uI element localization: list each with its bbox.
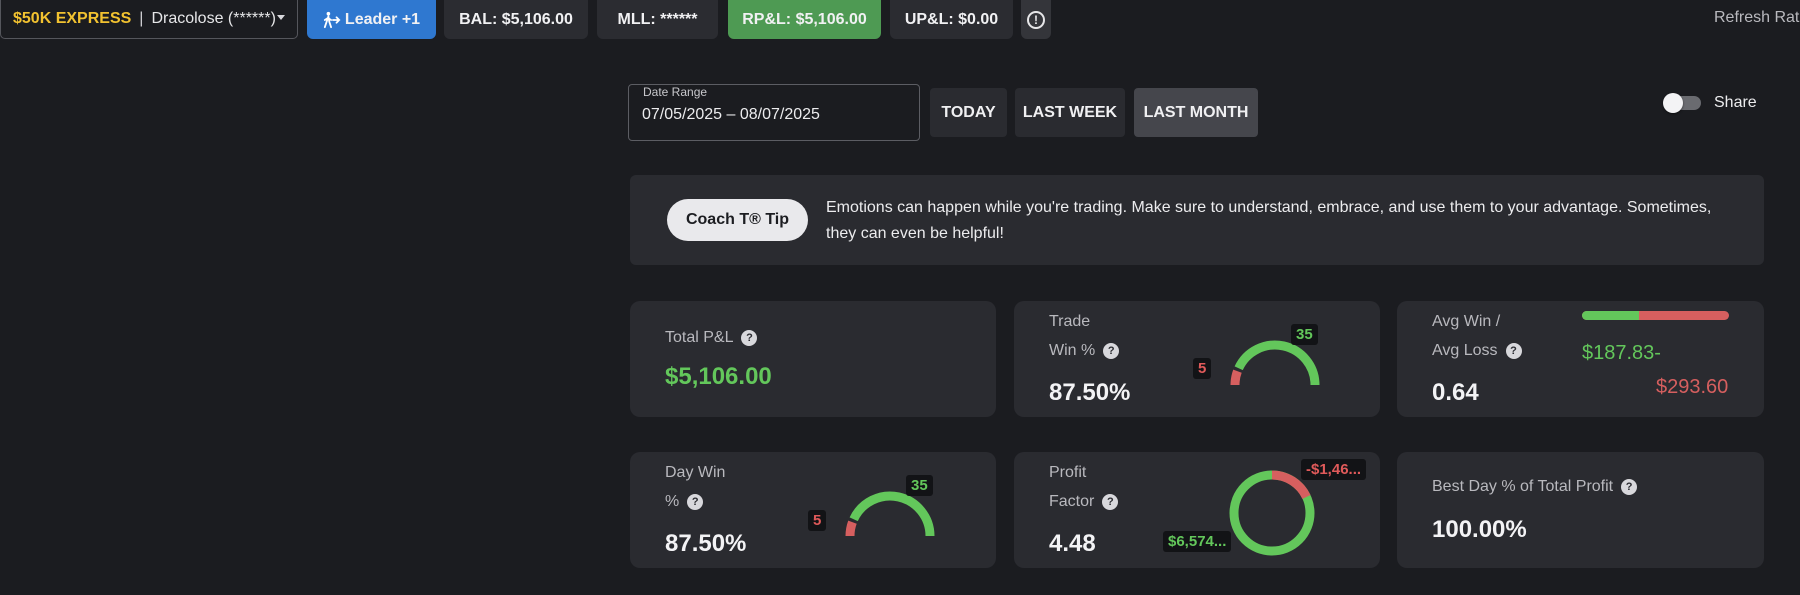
date-range-label: Date Range bbox=[641, 85, 710, 99]
day-win-card: Day Win %? 87.50% 5 35 bbox=[630, 452, 996, 568]
question-circle-icon[interactable]: ? bbox=[741, 329, 758, 346]
avg-win-loss-label-line2: Avg Loss bbox=[1432, 342, 1498, 359]
today-button[interactable]: TODAY bbox=[930, 88, 1007, 137]
account-selector[interactable]: $50K EXPRESS | Dracolose (******) bbox=[0, 0, 298, 39]
avg-win-loss-bar bbox=[1582, 311, 1729, 320]
avg-loss-amount: $293.60 bbox=[1656, 376, 1729, 398]
best-day-label-row: Best Day % of Total Profit? bbox=[1432, 472, 1638, 501]
day-win-label-line2: % bbox=[665, 493, 680, 510]
best-day-label: Best Day % of Total Profit bbox=[1432, 478, 1614, 495]
question-circle-icon[interactable]: ? bbox=[1102, 493, 1119, 510]
total-pnl-card: Total P&L? $5,106.00 bbox=[630, 301, 996, 417]
share-toggle[interactable]: Share bbox=[1663, 91, 1757, 115]
gross-profit-badge: $6,574... bbox=[1163, 531, 1232, 552]
toggle-knob bbox=[1663, 93, 1683, 113]
coach-tip-text: Emotions can happen while you're trading… bbox=[826, 199, 1712, 242]
best-day-card: Best Day % of Total Profit? 100.00% bbox=[1397, 452, 1764, 568]
best-day-value: 100.00% bbox=[1432, 516, 1527, 543]
total-pnl-label-row: Total P&L? bbox=[665, 323, 758, 352]
info-button[interactable]: ! bbox=[1021, 0, 1051, 39]
trade-win-gauge bbox=[1230, 340, 1320, 386]
person-walking-arrow-icon bbox=[323, 11, 341, 28]
day-win-gauge bbox=[845, 491, 935, 537]
last-week-button[interactable]: LAST WEEK bbox=[1015, 88, 1125, 137]
share-label: Share bbox=[1714, 94, 1757, 111]
trade-win-value: 87.50% bbox=[1049, 379, 1131, 406]
last-month-button[interactable]: LAST MONTH bbox=[1134, 88, 1258, 137]
day-win-label: Day Win %? bbox=[665, 458, 725, 516]
profit-factor-label-line1: Profit bbox=[1049, 464, 1087, 481]
profit-factor-label-line2: Factor bbox=[1049, 493, 1095, 510]
profit-factor-loss-ring bbox=[1229, 470, 1315, 556]
profit-factor-value: 4.48 bbox=[1049, 530, 1096, 557]
leader-button[interactable]: Leader +1 bbox=[307, 0, 436, 39]
avg-win-loss-label-line1: Avg Win / bbox=[1432, 313, 1501, 330]
avg-win-loss-value: 0.64 bbox=[1432, 379, 1479, 406]
total-pnl-value: $5,106.00 bbox=[665, 363, 772, 390]
account-separator: | bbox=[139, 10, 144, 27]
account-brand: $50K EXPRESS bbox=[13, 10, 132, 27]
balance-chip: BAL: $5,106.00 bbox=[444, 0, 588, 39]
trade-win-label-line2: Win % bbox=[1049, 342, 1096, 359]
gross-loss-badge: -$1,46... bbox=[1301, 459, 1367, 480]
exclamation-circle-icon: ! bbox=[1027, 10, 1045, 29]
date-range-field[interactable]: Date Range 07/05/2025 – 08/07/2025 bbox=[628, 84, 920, 141]
mll-label: MLL: ****** bbox=[617, 10, 698, 28]
profit-factor-donut bbox=[1229, 470, 1315, 556]
question-circle-icon[interactable]: ? bbox=[1505, 342, 1522, 359]
avg-win-amount: $187.83- bbox=[1582, 342, 1661, 364]
date-range-value: 07/05/2025 – 08/07/2025 bbox=[642, 106, 820, 123]
coach-tip-panel: Coach T® Tip Emotions can happen while y… bbox=[630, 175, 1764, 265]
trade-win-losses-badge: 5 bbox=[1193, 358, 1212, 379]
day-win-gauge-wins-arc bbox=[849, 491, 935, 537]
balance-label: BAL: $5,106.00 bbox=[459, 10, 573, 28]
chevron-down-icon bbox=[277, 15, 285, 20]
profit-factor-card: Profit Factor? 4.48 -$1,46... $6,574... bbox=[1014, 452, 1380, 568]
question-circle-icon[interactable]: ? bbox=[687, 493, 704, 510]
day-win-label-line1: Day Win bbox=[665, 464, 726, 481]
profit-factor-label: Profit Factor? bbox=[1049, 458, 1119, 516]
unrealized-pnl-label: UP&L: $0.00 bbox=[904, 10, 999, 28]
trade-win-label: Trade Win %? bbox=[1049, 307, 1120, 365]
avg-win-bar-fill bbox=[1582, 311, 1640, 320]
total-pnl-label: Total P&L bbox=[665, 329, 734, 346]
leader-label: Leader +1 bbox=[344, 10, 421, 28]
toggle-switch[interactable] bbox=[1663, 93, 1701, 113]
day-win-value: 87.50% bbox=[665, 530, 747, 557]
question-circle-icon[interactable]: ? bbox=[1621, 478, 1638, 495]
avg-win-loss-label: Avg Win / Avg Loss? bbox=[1432, 307, 1522, 365]
avg-win-loss-card: Avg Win / Avg Loss? 0.64 bbox=[1397, 301, 1764, 417]
day-win-wins-badge: 35 bbox=[906, 475, 933, 496]
question-circle-icon[interactable]: ? bbox=[1103, 342, 1120, 359]
trade-win-gauge-wins-arc bbox=[1234, 340, 1320, 386]
realized-pnl-chip: RP&L: $5,106.00 bbox=[728, 0, 881, 39]
unrealized-pnl-chip: UP&L: $0.00 bbox=[890, 0, 1013, 39]
account-name: Dracolose (******) bbox=[151, 10, 276, 27]
day-win-gauge-losses-arc bbox=[845, 520, 857, 537]
trade-win-gauge-losses-arc bbox=[1230, 369, 1242, 386]
trade-win-card: Trade Win %? 87.50% 5 35 bbox=[1014, 301, 1380, 417]
coach-tip-button[interactable]: Coach T® Tip bbox=[667, 199, 808, 241]
trade-win-label-line1: Trade bbox=[1049, 313, 1091, 330]
realized-pnl-label: RP&L: $5,106.00 bbox=[742, 10, 867, 28]
mll-chip: MLL: ****** bbox=[597, 0, 718, 39]
top-bar: $50K EXPRESS | Dracolose (******) Leader… bbox=[0, 0, 1800, 40]
refresh-rate-control[interactable]: Refresh Rate bbox=[1714, 9, 1800, 26]
day-win-losses-badge: 5 bbox=[808, 510, 827, 531]
trade-win-wins-badge: 35 bbox=[1291, 324, 1318, 345]
